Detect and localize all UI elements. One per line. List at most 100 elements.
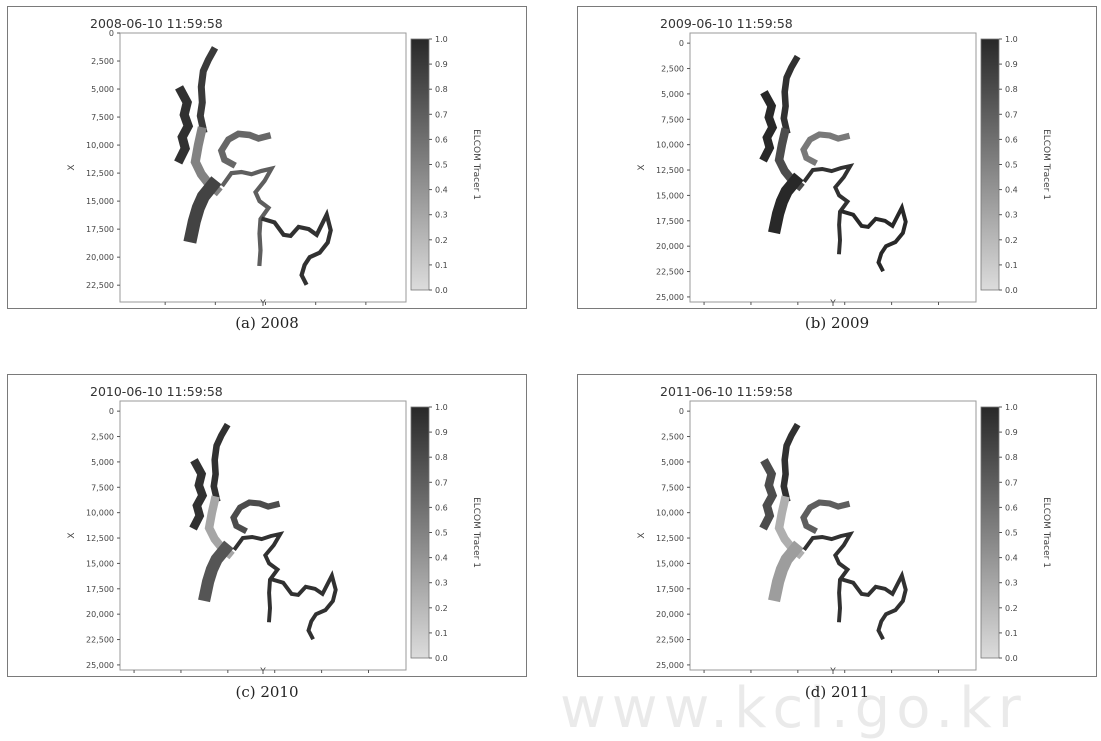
colorbar-tick-label: 0.5 — [435, 529, 448, 538]
lake-segment-loop-reach — [802, 163, 855, 255]
plot-2010: 2010-06-10 11:59:58 0 2,500 5,000 7,500 10,00… — [67, 384, 481, 676]
y-tick-label: 15,000 — [86, 559, 114, 568]
colorbar-tick-label: 0.3 — [1005, 211, 1018, 220]
lake-segment-loop-reach — [220, 165, 276, 267]
panel-2010: 2010-06-10 11:59:58 0 2,500 5,000 7,500 10,00… — [7, 374, 527, 677]
plot-title-2: 2010-06-10 11:59:58 — [90, 384, 223, 399]
colorbar-tick-label: 0.6 — [435, 135, 448, 144]
colorbar-label: ELCOM Tracer 1 — [1041, 497, 1051, 568]
lake-segment-southwest-arm — [198, 540, 234, 603]
colorbar-tick-label: 0.0 — [1005, 654, 1018, 663]
y-axis-label: X — [637, 164, 647, 170]
colorbar-tick-label: 1.0 — [435, 403, 448, 412]
colorbar-tick-label: 0.5 — [435, 161, 448, 170]
colorbar-tick-label: 0.3 — [1005, 579, 1018, 588]
lake-segment-west-upper-arm — [759, 90, 778, 163]
y-tick-label: 10,000 — [656, 509, 684, 518]
y-tick-label: 7,500 — [661, 115, 684, 124]
lake-segment-central-arm — [217, 130, 272, 169]
y-tick-label: 10,000 — [656, 141, 684, 150]
colorbar-tick-label: 0.6 — [435, 503, 448, 512]
colorbar-tick-label: 0.8 — [1005, 453, 1018, 462]
colorbar-label: ELCOM Tracer 1 — [1041, 129, 1051, 200]
y-tick-label: 5,000 — [661, 90, 684, 99]
y-axis-label: X — [67, 164, 77, 170]
lake-segment-west-upper-arm — [759, 458, 778, 531]
panel-2009: 2009-06-10 11:59:58 0 2,500 5,000 7,500 10,00… — [577, 6, 1097, 309]
colorbar-tick-label: 0.7 — [435, 478, 448, 487]
y-tick-label: 5,000 — [661, 458, 684, 467]
colorbar-tick-label: 0.4 — [1005, 554, 1018, 563]
colorbar-tick-label: 0.2 — [1005, 604, 1018, 613]
colorbar-tick-label: 0.7 — [1005, 110, 1018, 119]
lake-segment-north-arm — [210, 422, 231, 503]
y-tick-label: 12,500 — [86, 169, 114, 178]
plot-area — [689, 400, 977, 671]
y-tick-label: 7,500 — [661, 483, 684, 492]
y-tick-label: 2,500 — [661, 65, 684, 74]
colorbar-tick-label: 0.2 — [1005, 236, 1018, 245]
y-tick-label: 20,000 — [656, 242, 684, 251]
y-tick-label: 5,000 — [91, 85, 114, 94]
y-tick-label: 20,000 — [86, 610, 114, 619]
panel-2011: 2011-06-10 11:59:58 0 2,500 5,000 7,500 10,00… — [577, 374, 1097, 677]
lake-segment-south-channel — [270, 570, 338, 641]
y-tick-label: 0 — [109, 407, 114, 416]
panel-2008: 2008-06-10 11:59:58 0 2,500 5,000 7,500 10,00… — [7, 6, 527, 309]
y-tick-label: 7,500 — [91, 483, 114, 492]
y-tick-label: 22,500 — [656, 636, 684, 645]
colorbar-tick-label: 0.1 — [1005, 629, 1018, 638]
colorbar-tick-label: 0.6 — [1005, 135, 1018, 144]
caption-2009: (b) 2009 — [804, 314, 870, 332]
lake-segment-west-upper-arm — [189, 458, 208, 531]
y-tick-label: 22,500 — [656, 268, 684, 277]
colorbar-tick-label: 0.5 — [1005, 161, 1018, 170]
colorbar-tick-label: 0.0 — [1005, 286, 1018, 295]
lake-segment-north-arm — [196, 46, 219, 134]
caption-2011: (d) 2011 — [804, 683, 870, 701]
y-tick-label: 22,500 — [86, 281, 114, 290]
colorbar-tick-label: 0.1 — [435, 261, 448, 270]
colorbar-tick-label: 0.2 — [435, 604, 448, 613]
y-tick-label: 25,000 — [656, 293, 684, 302]
y-tick-label: 17,500 — [656, 585, 684, 594]
lake-segment-central-arm — [800, 499, 851, 535]
lake-segment-loop-reach — [232, 531, 285, 623]
y-tick-label: 25,000 — [86, 661, 114, 670]
colorbar-tick-label: 0.7 — [1005, 478, 1018, 487]
colorbar — [410, 38, 430, 291]
caption-2010: (c) 2010 — [235, 683, 299, 701]
y-tick-label: 22,500 — [86, 636, 114, 645]
y-tick-label: 15,000 — [656, 191, 684, 200]
colorbar-tick-label: 0.2 — [435, 236, 448, 245]
lake-segment-southwest-arm — [768, 540, 804, 603]
colorbar-tick-label: 0.1 — [1005, 261, 1018, 270]
lake-segment-loop-reach — [802, 531, 855, 623]
y-tick-label: 15,000 — [656, 559, 684, 568]
plot-title-3: 2011-06-10 11:59:58 — [660, 384, 793, 399]
lake-segment-southwest-arm — [183, 176, 222, 244]
colorbar-tick-label: 0.9 — [435, 60, 448, 69]
colorbar-tick-label: 0.3 — [435, 211, 448, 220]
y-tick-label: 12,500 — [656, 534, 684, 543]
lake-segment-south-channel — [260, 208, 333, 286]
y-axis-label: X — [637, 532, 647, 538]
y-tick-label: 17,500 — [86, 225, 114, 234]
y-tick-label: 17,500 — [86, 585, 114, 594]
y-tick-label: 10,000 — [86, 141, 114, 150]
y-tick-label: 15,000 — [86, 197, 114, 206]
y-tick-label: 0 — [679, 39, 684, 48]
plot-area — [119, 400, 407, 671]
lake-segment-south-channel — [840, 202, 908, 273]
x-axis-label: Y — [259, 299, 266, 308]
lake-segment-south-channel — [840, 570, 908, 641]
colorbar-tick-label: 0.8 — [435, 85, 448, 94]
colorbar-label: ELCOM Tracer 1 — [471, 129, 481, 200]
colorbar-tick-label: 0.5 — [1005, 529, 1018, 538]
colorbar-tick-label: 0.8 — [435, 453, 448, 462]
plot-area — [119, 32, 407, 303]
colorbar-tick-label: 0.6 — [1005, 503, 1018, 512]
colorbar-tick-label: 0.4 — [435, 186, 448, 195]
y-tick-label: 12,500 — [86, 534, 114, 543]
lake-segment-north-arm — [780, 422, 801, 503]
